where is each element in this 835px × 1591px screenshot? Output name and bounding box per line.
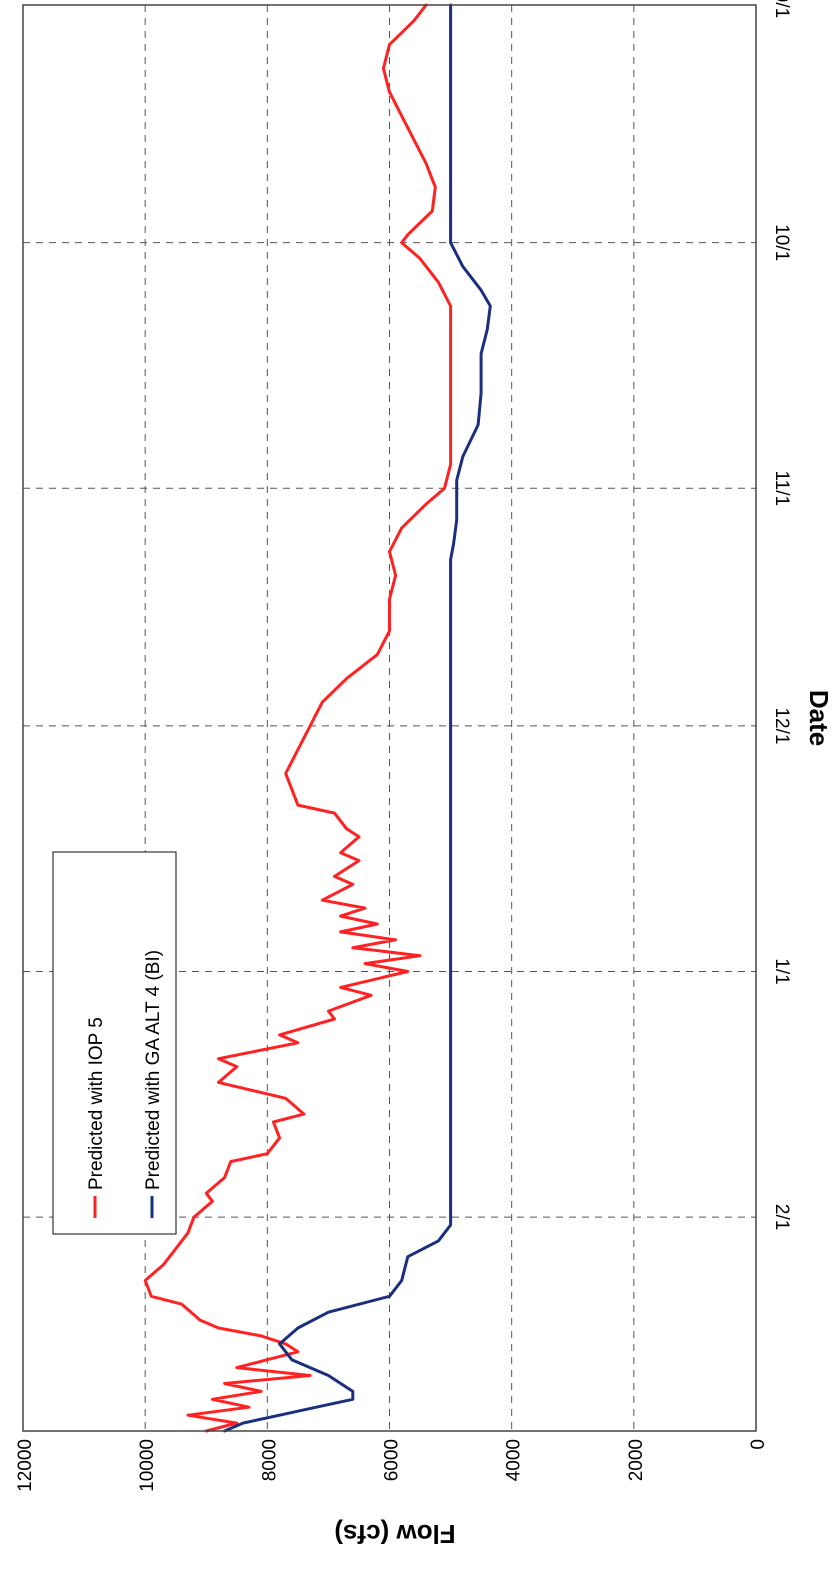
x-tick-label: 12/1	[771, 707, 792, 744]
series-lines	[143, 3, 492, 1433]
y-axis-title: Flow (cfs)	[334, 1519, 455, 1549]
plot-area-border	[22, 4, 757, 1432]
x-tick-label: 9/1	[771, 0, 792, 18]
x-tick-label: 11/1	[771, 470, 792, 506]
x-tick-label: 10/1	[771, 224, 792, 261]
series-line-ga-alt4	[223, 3, 492, 1433]
y-tick-label: 12000	[15, 1439, 36, 1492]
y-tick-label: 10000	[137, 1439, 158, 1492]
y-tick-label: 0	[748, 1439, 769, 1450]
y-tick-label: 4000	[504, 1439, 525, 1481]
legend: Predicted with IOP 5 Predicted with GA A…	[52, 851, 177, 1235]
x-tick-label: 2/1	[771, 1204, 792, 1230]
x-axis-title: Date	[804, 690, 834, 746]
y-tick-label: 2000	[626, 1439, 647, 1481]
legend-box	[52, 851, 177, 1235]
series-line-iop5	[143, 3, 453, 1433]
y-tick-label: 6000	[382, 1439, 403, 1481]
x-tick-label: 1/1	[771, 958, 792, 984]
y-tick-labels: 0 2000 4000 6000 8000 10000 12000	[15, 1439, 769, 1492]
legend-label-iop5: Predicted with IOP 5	[86, 1017, 107, 1190]
y-tick-label: 8000	[259, 1439, 280, 1481]
x-tick-labels: 9/1 10/1 11/1 12/1 1/1 2/1	[771, 0, 792, 1230]
legend-label-ga-alt4: Predicted with GA ALT 4 (BI)	[143, 950, 164, 1190]
